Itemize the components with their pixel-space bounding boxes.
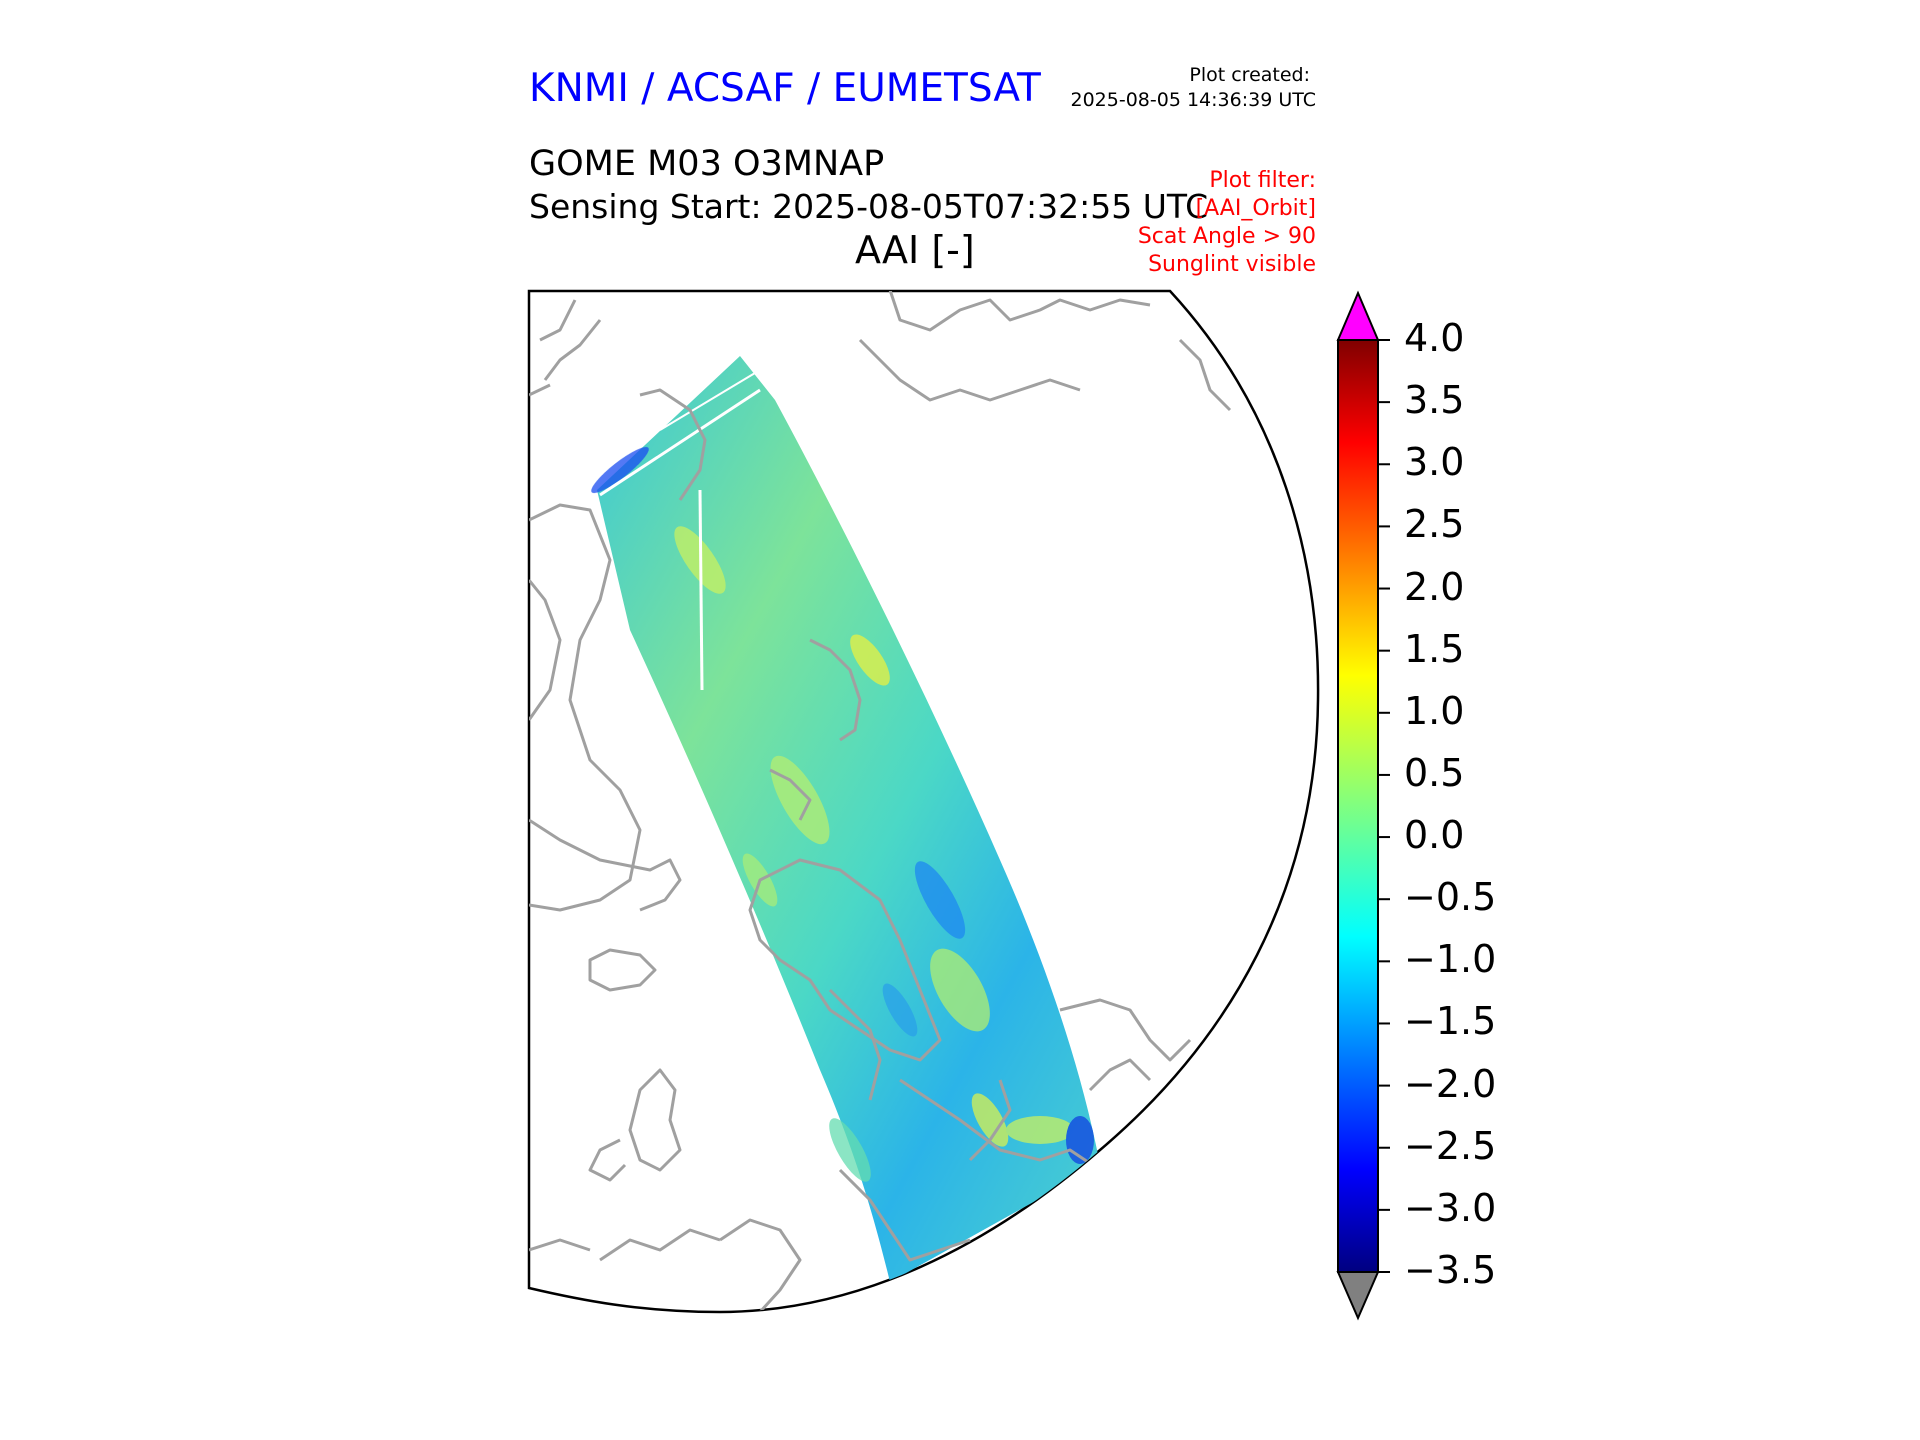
colorbar-tick-label: −2.0 — [1404, 1061, 1497, 1106]
colorbar-tick-label: 1.0 — [1404, 688, 1465, 733]
swath-gap — [659, 369, 761, 431]
swath-gap — [599, 388, 761, 497]
colorbar-tick-label: 1.5 — [1404, 626, 1465, 671]
filter-note: Scat Angle > 90 — [1137, 224, 1316, 249]
sensing-start: Sensing Start: 2025-08-05T07:32:55 UTC — [529, 187, 1209, 226]
filter-note: Plot filter: — [1209, 168, 1316, 193]
colorbar-tick-label: 0.5 — [1404, 750, 1465, 795]
organization-title: KNMI / ACSAF / EUMETSAT — [529, 66, 1041, 111]
colorbar — [1336, 290, 1390, 1321]
colorbar-ticks — [1378, 339, 1390, 1273]
swath-gap — [698, 489, 704, 691]
plot-created-time: 2025-08-05 14:36:39 UTC — [1070, 89, 1317, 111]
colorbar-tick-label: 4.0 — [1404, 316, 1465, 360]
colorbar-tick-label: −3.0 — [1404, 1185, 1497, 1230]
colorbar-tick-label: 0.0 — [1404, 813, 1465, 858]
colorbar-tick-label: −3.5 — [1404, 1248, 1497, 1292]
colorbar-tick-label: −2.5 — [1404, 1123, 1497, 1168]
colorbar-tick-label: 2.0 — [1404, 564, 1465, 609]
colorbar-tick-label: −1.0 — [1404, 937, 1497, 982]
filter-note: [AAI_Orbit] — [1195, 196, 1316, 221]
product-title: GOME M03 O3MNAP — [529, 144, 885, 184]
colorbar-tick-label: −1.5 — [1404, 999, 1497, 1044]
coastlines — [529, 291, 1232, 1312]
parameter-title: AAI [-] — [855, 228, 975, 272]
colorbar-tick-label: 2.5 — [1404, 502, 1465, 547]
colorbar-tick-label: 3.0 — [1404, 440, 1465, 485]
colorbar-gradient — [1337, 339, 1379, 1273]
colorbar-under-arrow — [1336, 1271, 1380, 1321]
colorbar-tick-label: −0.5 — [1404, 875, 1497, 920]
colorbar-tick-label: 3.5 — [1404, 378, 1465, 423]
colorbar-over-arrow — [1336, 290, 1380, 341]
plot-created-label: Plot created: — [1189, 64, 1310, 86]
filter-note: Sunglint visible — [1148, 252, 1316, 277]
